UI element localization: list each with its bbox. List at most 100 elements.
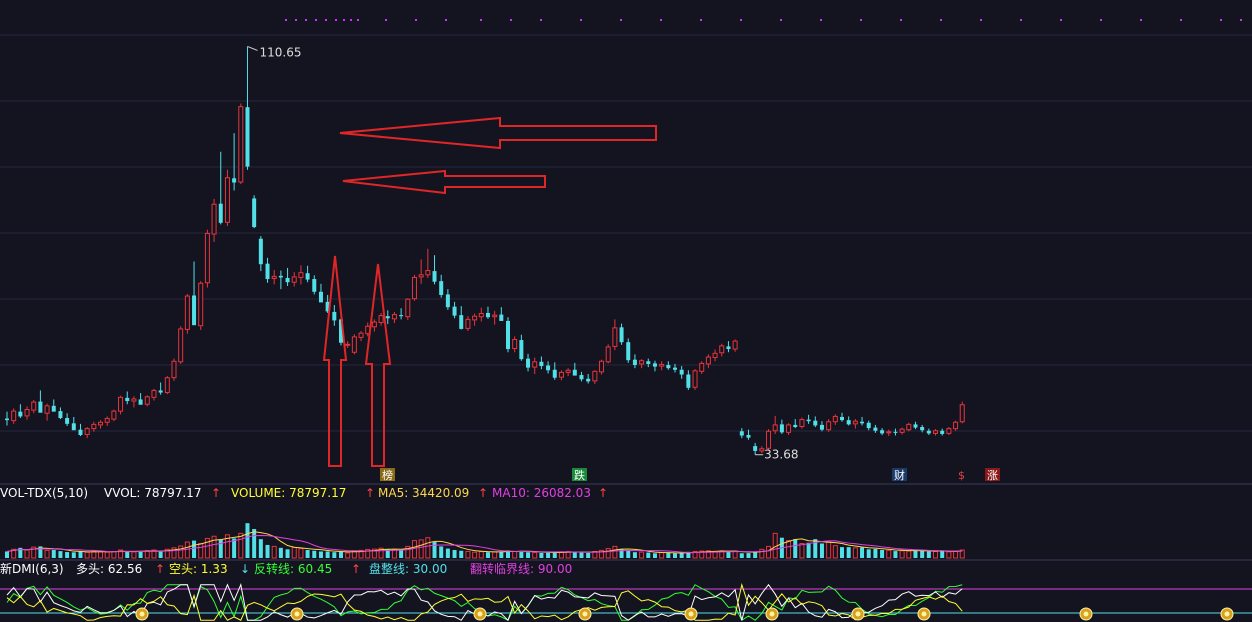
candle[interactable] <box>652 360 657 372</box>
candle[interactable] <box>232 133 237 191</box>
candle[interactable] <box>245 46 250 170</box>
candle[interactable] <box>886 429 892 437</box>
candle[interactable] <box>24 406 30 420</box>
candle[interactable] <box>592 370 598 385</box>
candle[interactable] <box>44 403 50 421</box>
candle[interactable] <box>131 396 137 408</box>
candle[interactable] <box>38 390 43 413</box>
candle[interactable] <box>358 331 364 342</box>
candle[interactable] <box>472 313 478 326</box>
candle[interactable] <box>305 265 310 283</box>
candle[interactable] <box>579 371 584 382</box>
candle[interactable] <box>659 361 665 371</box>
candle[interactable] <box>920 424 925 433</box>
candle[interactable] <box>779 419 784 434</box>
candle[interactable] <box>291 272 297 287</box>
candle[interactable] <box>586 373 591 384</box>
candle[interactable] <box>880 428 885 435</box>
candle[interactable] <box>332 305 337 326</box>
candle[interactable] <box>91 421 97 432</box>
candle[interactable] <box>252 195 257 229</box>
candle[interactable] <box>18 404 23 419</box>
candle[interactable] <box>405 298 411 320</box>
candle[interactable] <box>599 359 605 375</box>
candle[interactable] <box>171 358 177 381</box>
candle[interactable] <box>806 414 811 424</box>
candle[interactable] <box>151 388 157 401</box>
candle[interactable] <box>712 349 718 362</box>
candle[interactable] <box>546 361 551 374</box>
candle[interactable] <box>673 363 677 373</box>
candle[interactable] <box>846 416 851 426</box>
badge-cai[interactable]: 财 <box>892 468 907 482</box>
badge-zhang[interactable]: 涨 <box>985 468 1000 482</box>
candle[interactable] <box>840 412 844 422</box>
candle[interactable] <box>626 338 631 363</box>
candle[interactable] <box>11 408 17 424</box>
candle[interactable] <box>793 419 798 429</box>
candle[interactable] <box>746 429 751 440</box>
badge-die[interactable]: 跌 <box>572 468 587 482</box>
candle[interactable] <box>65 413 70 426</box>
candle[interactable] <box>526 353 531 372</box>
candle[interactable] <box>345 341 351 349</box>
candle[interactable] <box>719 343 725 357</box>
candle[interactable] <box>893 428 898 436</box>
candle[interactable] <box>58 407 63 420</box>
candle[interactable] <box>485 306 490 319</box>
candle[interactable] <box>926 428 931 435</box>
candle[interactable] <box>933 429 939 436</box>
candle[interactable] <box>753 442 758 455</box>
candle[interactable] <box>224 169 230 227</box>
candle[interactable] <box>138 393 143 405</box>
candle[interactable] <box>465 316 471 332</box>
candle[interactable] <box>184 293 190 334</box>
candle[interactable] <box>418 259 424 284</box>
candle[interactable] <box>732 339 738 352</box>
candle[interactable] <box>378 312 384 326</box>
candle[interactable] <box>826 419 832 432</box>
candle[interactable] <box>158 382 163 395</box>
candle[interactable] <box>612 319 618 351</box>
candle[interactable] <box>959 401 965 424</box>
candle[interactable] <box>552 362 557 380</box>
candle[interactable] <box>632 354 637 369</box>
candle[interactable] <box>492 310 498 325</box>
candle[interactable] <box>646 358 651 368</box>
candle[interactable] <box>619 323 624 345</box>
candle[interactable] <box>411 274 417 301</box>
candle[interactable] <box>478 307 484 322</box>
candle[interactable] <box>445 289 450 310</box>
candle[interactable] <box>499 307 504 321</box>
candle[interactable] <box>899 427 905 435</box>
candle[interactable] <box>799 417 805 429</box>
candle[interactable] <box>391 311 397 324</box>
candle[interactable] <box>832 414 838 425</box>
candle[interactable] <box>218 151 223 225</box>
candle[interactable] <box>71 416 76 431</box>
candle[interactable] <box>439 274 444 298</box>
candle[interactable] <box>98 420 104 429</box>
candle[interactable] <box>519 334 524 361</box>
candle[interactable] <box>104 416 110 426</box>
candle[interactable] <box>351 334 357 355</box>
candle[interactable] <box>164 376 170 395</box>
badge-bang[interactable]: 榜 <box>380 468 395 482</box>
candle[interactable] <box>265 257 270 283</box>
candle[interactable] <box>31 399 37 414</box>
candle[interactable] <box>144 395 150 407</box>
candle[interactable] <box>178 326 184 364</box>
candle[interactable] <box>111 409 117 422</box>
candle[interactable] <box>605 344 611 364</box>
candle[interactable] <box>873 424 878 433</box>
candle[interactable] <box>325 294 330 313</box>
candle[interactable] <box>766 429 772 450</box>
candle[interactable] <box>679 366 684 379</box>
badge-s[interactable]: $ <box>956 468 967 482</box>
candle[interactable] <box>852 419 858 429</box>
candle[interactable] <box>285 267 290 286</box>
candle[interactable] <box>312 275 317 295</box>
candle[interactable] <box>238 103 244 185</box>
candle[interactable] <box>118 395 124 415</box>
candle[interactable] <box>813 416 818 428</box>
